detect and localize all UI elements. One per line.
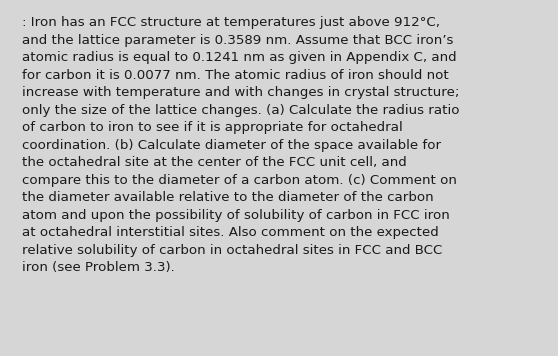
Text: : Iron has an FCC structure at temperatures just above 912°C,
and the lattice pa: : Iron has an FCC structure at temperatu… <box>22 16 459 274</box>
